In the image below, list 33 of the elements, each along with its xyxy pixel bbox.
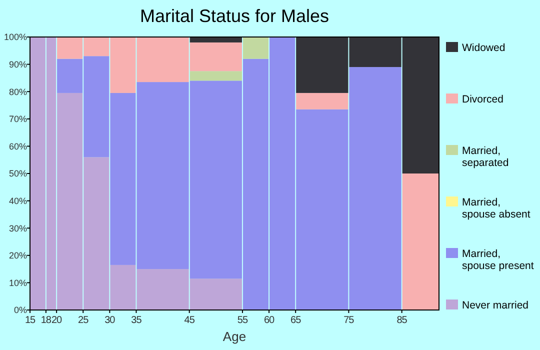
x-tick-label: 65: [290, 315, 302, 326]
y-tick-label: 100%: [4, 32, 27, 42]
x-tick-label: 20: [51, 315, 63, 326]
legend-label: Widowed: [462, 42, 506, 54]
y-tick-label: 90%: [8, 59, 27, 70]
x-tick-label: 35: [131, 315, 142, 326]
x-tick-label: 75: [344, 315, 355, 326]
bar: [402, 174, 438, 310]
y-tick-label: 20%: [8, 250, 27, 261]
bar: [190, 37, 242, 42]
legend-label: Married, spouse absent: [462, 196, 530, 220]
x-tick-label: 30: [104, 315, 116, 326]
legend-label: Married, separated: [462, 145, 509, 169]
x-tick-label: 55: [237, 315, 248, 326]
x-axis-title: Age: [222, 329, 246, 344]
y-tick-label: 70%: [8, 114, 27, 124]
y-tick-label: 50%: [8, 168, 27, 179]
y-tick-label: 80%: [8, 86, 27, 97]
x-tick-label: 18: [40, 315, 52, 326]
y-tick-label: 0%: [14, 305, 27, 316]
y-tick-label: 10%: [8, 278, 27, 288]
x-tick-label: 45: [184, 315, 196, 326]
legend-label: Divorced: [462, 94, 504, 106]
legend-label: Never married: [462, 300, 529, 312]
y-tick-label: 30%: [8, 223, 27, 234]
chart-title: Marital Status for Males: [140, 6, 330, 26]
x-tick-label: 15: [24, 315, 36, 326]
x-tick-label: 25: [78, 315, 90, 326]
legend-label: Married, spouse present: [462, 248, 534, 272]
x-tick-label: 60: [264, 315, 276, 326]
y-tick-label: 60%: [8, 141, 27, 152]
y-tick-label: 40%: [8, 196, 27, 206]
x-tick-label: 85: [396, 315, 408, 326]
